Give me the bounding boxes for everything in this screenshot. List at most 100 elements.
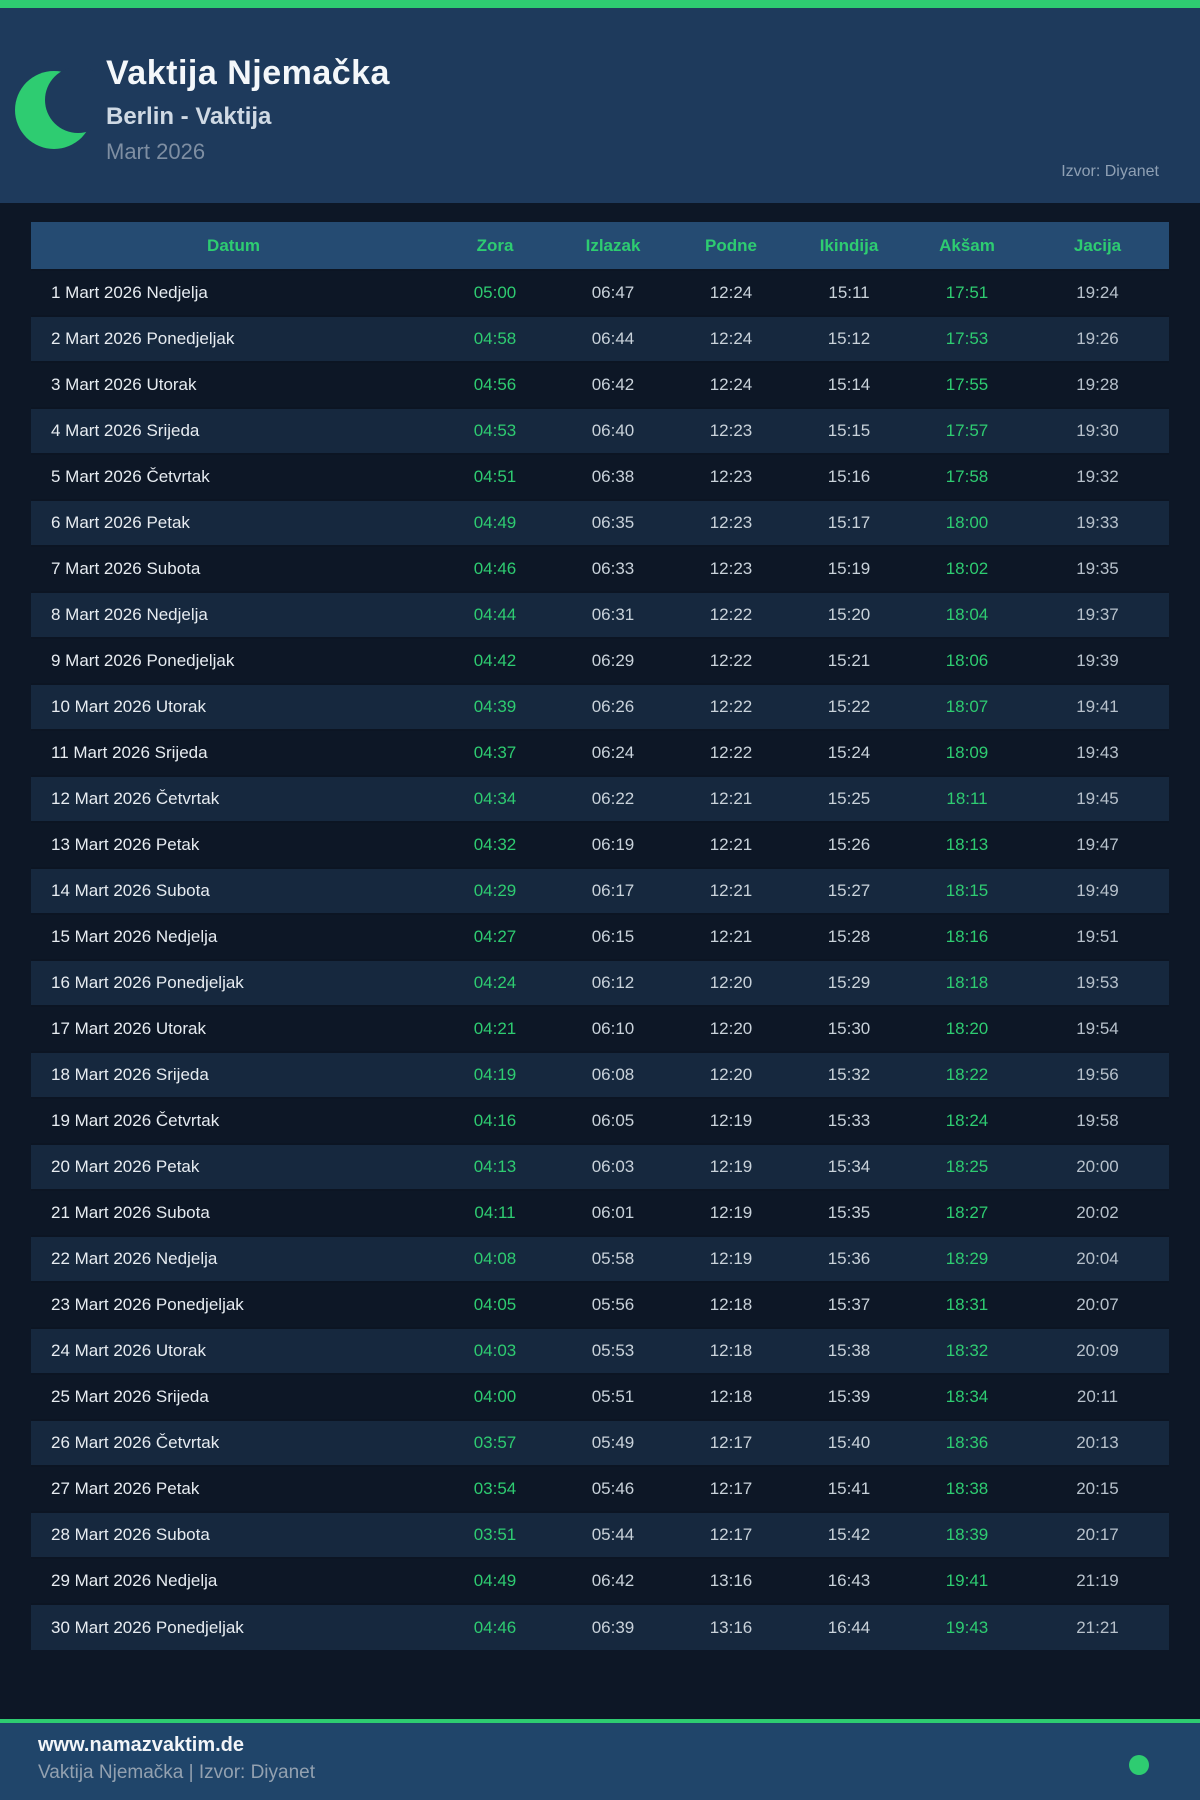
table-row: 27 Mart 2026 Petak 03:54 05:46 12:17 15:41 18… (31, 1466, 1169, 1512)
cell-ikindija: 15:41 (827, 1479, 871, 1498)
cell-aksam: 18:36 (945, 1433, 989, 1452)
cell-aksam: 19:43 (945, 1617, 989, 1637)
cell-podne: 12:23 (709, 513, 753, 532)
cell-datum: 17 Mart 2026 Utorak (51, 1019, 206, 1038)
table-row: 7 Mart 2026 Subota 04:46 06:33 12:23 15:19 18… (31, 546, 1169, 592)
cell-jacija: 19:37 (1076, 605, 1119, 624)
cell-izlazak: 06:08 (591, 1065, 635, 1084)
cell-ikindija: 15:11 (828, 283, 870, 302)
cell-izlazak: 05:46 (591, 1479, 635, 1498)
cell-ikindija: 15:27 (827, 881, 871, 900)
table-row: 19 Mart 2026 Četvrtak 04:16 06:05 12:19 15:3… (31, 1098, 1169, 1144)
column-header-ikindija: Ikindija (819, 235, 879, 255)
cell-datum: 6 Mart 2026 Petak (51, 513, 190, 532)
cell-izlazak: 06:03 (591, 1157, 635, 1176)
table-row: 11 Mart 2026 Srijeda 04:37 06:24 12:22 15:24… (31, 730, 1169, 776)
cell-jacija: 19:24 (1076, 283, 1119, 302)
page-header: Vaktija Njemačka Berlin - Vaktija Mart 2… (0, 8, 1200, 203)
cell-izlazak: 06:31 (591, 605, 635, 624)
cell-datum: 5 Mart 2026 Četvrtak (51, 467, 210, 486)
table-row: 24 Mart 2026 Utorak 04:03 05:53 12:18 15:38 1… (31, 1328, 1169, 1374)
cell-jacija: 21:19 (1076, 1571, 1119, 1590)
cell-zora: 03:51 (473, 1525, 517, 1544)
cell-jacija: 19:35 (1076, 559, 1119, 578)
cell-aksam: 18:04 (945, 605, 989, 624)
table-row: 4 Mart 2026 Srijeda 04:53 06:40 12:23 15:15 1… (31, 408, 1169, 454)
cell-datum: 18 Mart 2026 Srijeda (51, 1065, 209, 1084)
cell-datum: 23 Mart 2026 Ponedjeljak (51, 1295, 244, 1314)
cell-jacija: 19:51 (1076, 927, 1119, 946)
cell-datum: 16 Mart 2026 Ponedjeljak (51, 973, 244, 992)
cell-aksam: 18:25 (945, 1157, 989, 1176)
cell-aksam: 18:09 (945, 743, 989, 762)
cell-datum: 1 Mart 2026 Nedjelja (51, 283, 208, 302)
cell-izlazak: 05:51 (591, 1387, 635, 1406)
cell-aksam: 18:18 (945, 973, 989, 992)
cell-datum: 15 Mart 2026 Nedjelja (51, 927, 218, 946)
cell-zora: 04:24 (473, 973, 517, 992)
column-header-jacija: Jacija (1073, 235, 1122, 255)
table-header-row: Datum Zora Izlazak Podne Ikindija Akšam Jacija (31, 222, 1169, 270)
cell-aksam: 18:27 (945, 1203, 989, 1222)
cell-ikindija: 15:35 (827, 1203, 871, 1222)
website-url[interactable]: www.namazvaktim.de (38, 1734, 244, 1756)
cell-ikindija: 15:30 (827, 1019, 871, 1038)
cell-izlazak: 06:26 (591, 697, 635, 716)
cell-zora: 04:19 (473, 1065, 517, 1084)
cell-podne: 12:20 (709, 1065, 753, 1084)
cell-datum: 11 Mart 2026 Srijeda (51, 743, 208, 762)
cell-jacija: 20:15 (1076, 1479, 1119, 1498)
cell-datum: 19 Mart 2026 Četvrtak (51, 1111, 220, 1130)
cell-ikindija: 15:33 (827, 1111, 871, 1130)
table-row: 6 Mart 2026 Petak 04:49 06:35 12:23 15:17 18:… (31, 500, 1169, 546)
cell-ikindija: 15:40 (827, 1433, 871, 1452)
cell-izlazak: 06:22 (591, 789, 635, 808)
cell-ikindija: 15:17 (827, 513, 871, 532)
cell-podne: 12:17 (709, 1433, 753, 1452)
cell-ikindija: 15:32 (827, 1065, 871, 1084)
cell-zora: 04:08 (473, 1249, 517, 1268)
page-title: Vaktija Njemačka (106, 54, 390, 92)
prayer-times-table: Datum Zora Izlazak Podne Ikindija Akšam Jacija… (31, 222, 1169, 1650)
cell-zora: 04:37 (473, 743, 517, 762)
cell-zora: 04:49 (473, 513, 517, 532)
cell-ikindija: 16:44 (827, 1617, 871, 1637)
cell-podne: 12:19 (709, 1203, 753, 1222)
cell-izlazak: 05:56 (591, 1295, 635, 1314)
cell-zora: 04:32 (473, 835, 517, 854)
cell-aksam: 18:34 (945, 1387, 989, 1406)
footer-credit: Vaktija Njemačka | Izvor: Diyanet (38, 1762, 316, 1783)
cell-podne: 12:19 (709, 1111, 753, 1130)
cell-izlazak: 06:17 (591, 881, 635, 900)
cell-aksam: 18:06 (945, 651, 989, 670)
cell-podne: 12:22 (709, 697, 753, 716)
table-row: 2 Mart 2026 Ponedjeljak 04:58 06:44 12:24 15… (31, 316, 1169, 362)
cell-podne: 12:20 (709, 1019, 753, 1038)
cell-podne: 12:18 (709, 1341, 753, 1360)
cell-jacija: 20:04 (1076, 1249, 1119, 1268)
table-row: 5 Mart 2026 Četvrtak 04:51 06:38 12:23 15:16… (31, 454, 1169, 500)
cell-izlazak: 06:24 (591, 743, 635, 762)
cell-podne: 12:17 (709, 1479, 753, 1498)
cell-datum: 29 Mart 2026 Nedjelja (51, 1571, 218, 1590)
cell-izlazak: 06:10 (591, 1019, 635, 1038)
cell-podne: 12:19 (709, 1249, 753, 1268)
cell-jacija: 20:13 (1076, 1433, 1119, 1452)
cell-aksam: 18:29 (945, 1249, 989, 1268)
cell-datum: 26 Mart 2026 Četvrtak (51, 1433, 220, 1452)
cell-zora: 04:49 (473, 1571, 517, 1590)
cell-zora: 04:58 (473, 329, 517, 348)
cell-datum: 2 Mart 2026 Ponedjeljak (51, 329, 235, 348)
cell-izlazak: 06:42 (591, 1571, 635, 1590)
cell-aksam: 19:41 (945, 1571, 989, 1590)
cell-jacija: 19:39 (1076, 651, 1119, 670)
table-row: 1 Mart 2026 Nedjelja 05:00 06:47 12:24 15:11… (31, 270, 1169, 316)
cell-aksam: 17:58 (945, 467, 989, 486)
cell-datum: 3 Mart 2026 Utorak (51, 375, 197, 394)
cell-izlazak: 06:42 (591, 375, 635, 394)
cell-zora: 04:03 (473, 1341, 517, 1360)
cell-ikindija: 15:20 (827, 605, 871, 624)
cell-podne: 12:18 (709, 1387, 753, 1406)
month-label: Mart 2026 (106, 139, 206, 164)
